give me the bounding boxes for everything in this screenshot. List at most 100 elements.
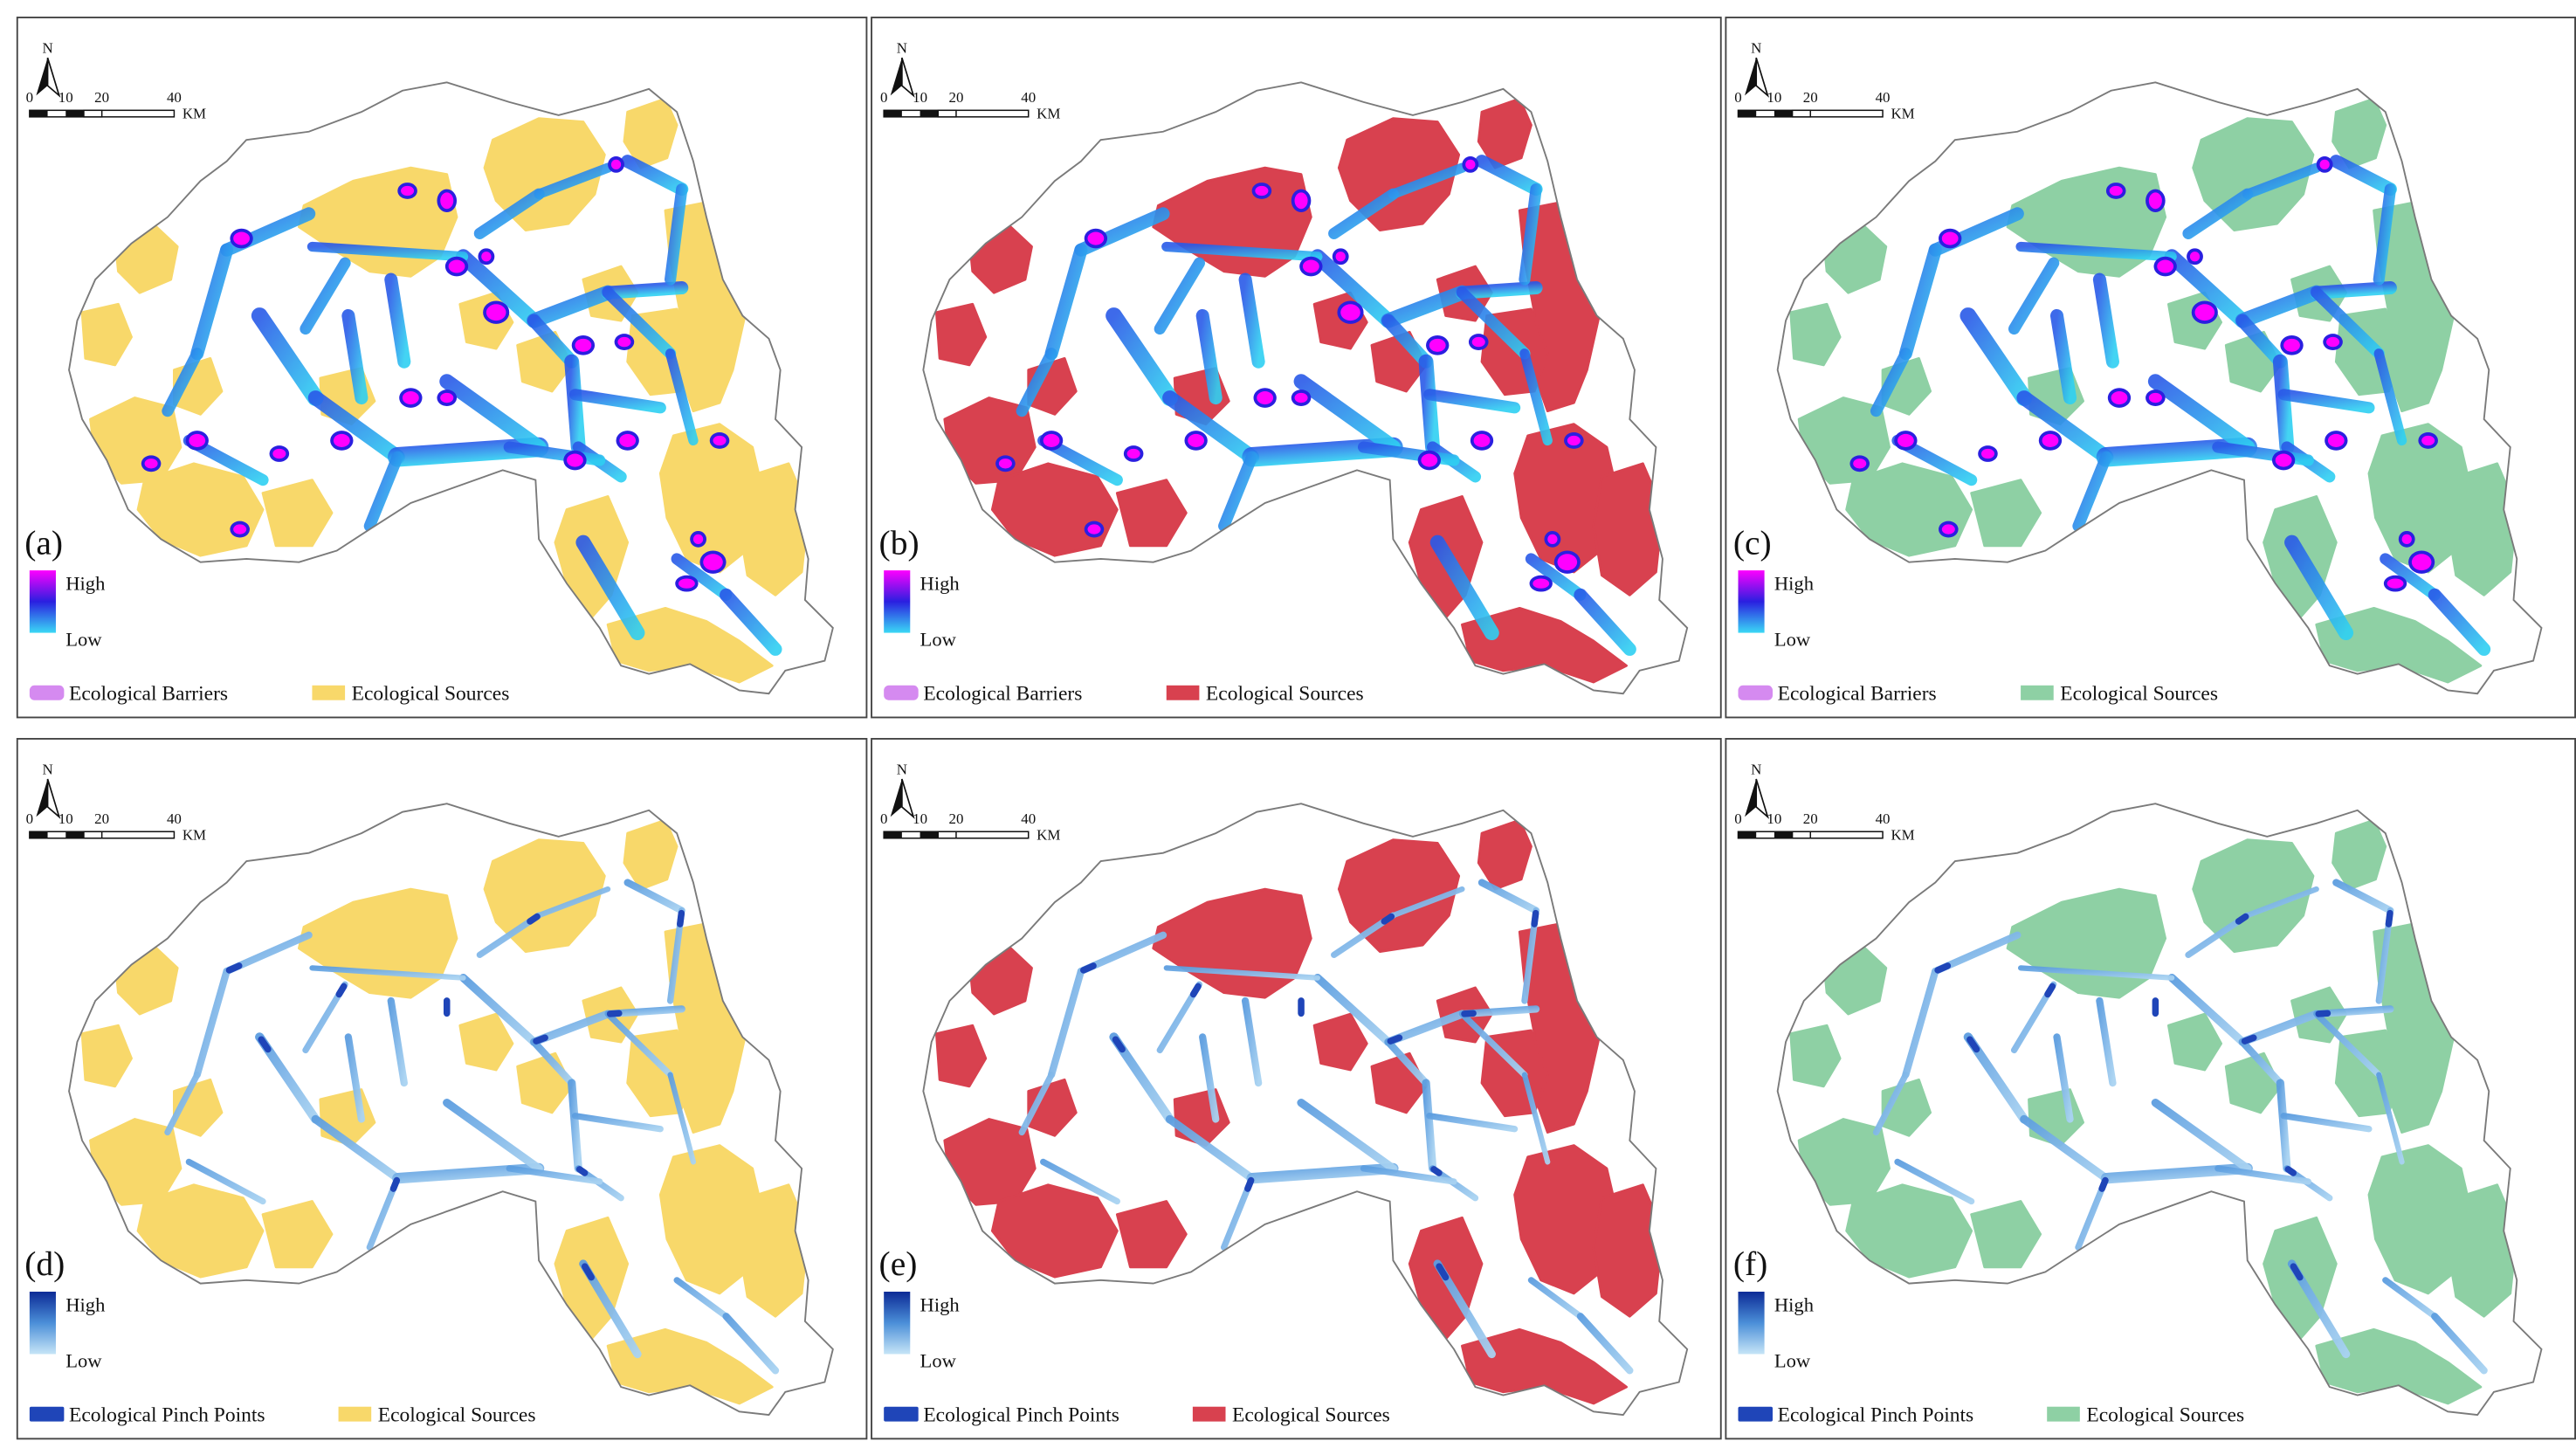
pinch-point [2235,913,2249,925]
barrier-core [189,433,206,447]
ecological-source-patch [1513,423,1620,574]
corridor [2428,588,2491,656]
corridor [1195,308,1223,405]
barrier-core [2042,433,2059,447]
corridor [1328,188,1399,239]
barrier-core [440,392,454,403]
pinch-point [2241,1034,2257,1045]
corridor [1960,307,2033,406]
scale-bar-seg [65,831,84,838]
scale-bar-seg [29,110,48,117]
north-label: N [897,761,907,777]
corridor [665,183,688,286]
panel-label: (e) [879,1245,918,1283]
barrier-core [2189,252,2201,262]
ecological-source-patch [1513,1144,1620,1295]
corridor [602,286,677,360]
ecological-source-patch [1312,1012,1368,1072]
pinch-point [527,913,541,925]
north-arrow-left [890,779,902,817]
corridor [2072,451,2112,532]
corridor [2376,1072,2405,1165]
scale-bar-seg [1791,109,1812,118]
barrier-core [2327,433,2345,447]
gradient-ramp [1738,570,1765,633]
corridor [2431,1313,2488,1375]
gradient-low-label: Low [1774,1350,1811,1372]
corridor [1162,390,1260,465]
corridor [311,1114,402,1183]
north-arrow-icon: N [36,39,61,98]
ecological-source-patch [1337,838,1461,953]
corridor [2380,553,2441,601]
north-arrow-icon: N [1745,761,1770,819]
barrier-core [448,259,465,273]
corridor [1426,1113,1519,1133]
ecological-source-patch [1789,302,1842,367]
source-swatch [2047,1406,2080,1422]
corridor [720,588,782,656]
legend-source-label: Ecological Sources [1206,683,1364,706]
north-arrow-right [1755,778,1770,819]
corridor [665,348,699,446]
barrier-core [440,192,454,210]
scale-bar-seg [29,831,48,838]
corridor [1293,374,1401,455]
north-arrow-left [1745,58,1757,96]
pinch-point [533,1034,548,1045]
corridor [604,1010,674,1079]
corridor [2332,879,2394,914]
corridor [564,354,586,455]
legend: Ecological Pinch Points Ecological Source… [29,1404,535,1427]
ecological-source-patch [80,302,133,367]
gradient-ramp [884,570,911,633]
scale-tick-label: 40 [1876,810,1891,827]
corridor [2020,1114,2111,1183]
barrier-core [1302,259,1319,273]
corridor [1422,1079,1437,1173]
barrier-core [619,433,637,447]
study-area-boundary [922,803,1689,1417]
corridor [1574,588,1636,656]
barrier-core [2275,453,2292,467]
ecological-source-patch [1461,1327,1628,1405]
corridor [473,188,545,239]
scale-tick-label: 0 [1734,89,1741,106]
scale-tick-label: 40 [1021,89,1036,106]
scale-tick-label: 0 [1734,810,1741,827]
map-area [1777,82,2542,694]
barrier-core [402,391,419,405]
ecological-source-patch [1970,479,2042,548]
scale-tick-label: 40 [167,89,182,106]
gradient-high-label: High [1774,573,1814,595]
corridor [1165,1114,1257,1183]
barrier-core [1941,524,1955,534]
north-arrow-icon: N [36,761,61,819]
barrier-core [2421,435,2435,446]
scale-bar-seg [1774,831,1793,838]
legend-feature-label: Ecological Pinch Points [1778,1404,1974,1427]
corridor [1477,879,1540,914]
pinch-point [606,1010,623,1017]
corridor [722,1313,780,1375]
source-swatch [2021,685,2054,700]
pinch-point [1381,913,1395,925]
corridor [458,974,539,1046]
corridor [1360,1165,1457,1185]
corridor [671,553,733,601]
study-area-boundary [922,81,1689,695]
scale-tick-label: 20 [949,89,964,106]
corridor [1872,1072,1910,1136]
legend-source-label: Ecological Sources [352,683,510,706]
scale-tick-label: 40 [1021,810,1036,827]
ecological-source-patch [1337,117,1461,232]
barrier-core [617,336,631,348]
corridor [1390,886,1465,919]
ecological-source-patch [2446,1183,2518,1318]
gradient-legend: High Low [29,570,105,651]
corridor [1381,314,1433,369]
scale-tick-label: 10 [913,89,927,106]
corridor [1525,553,1587,601]
